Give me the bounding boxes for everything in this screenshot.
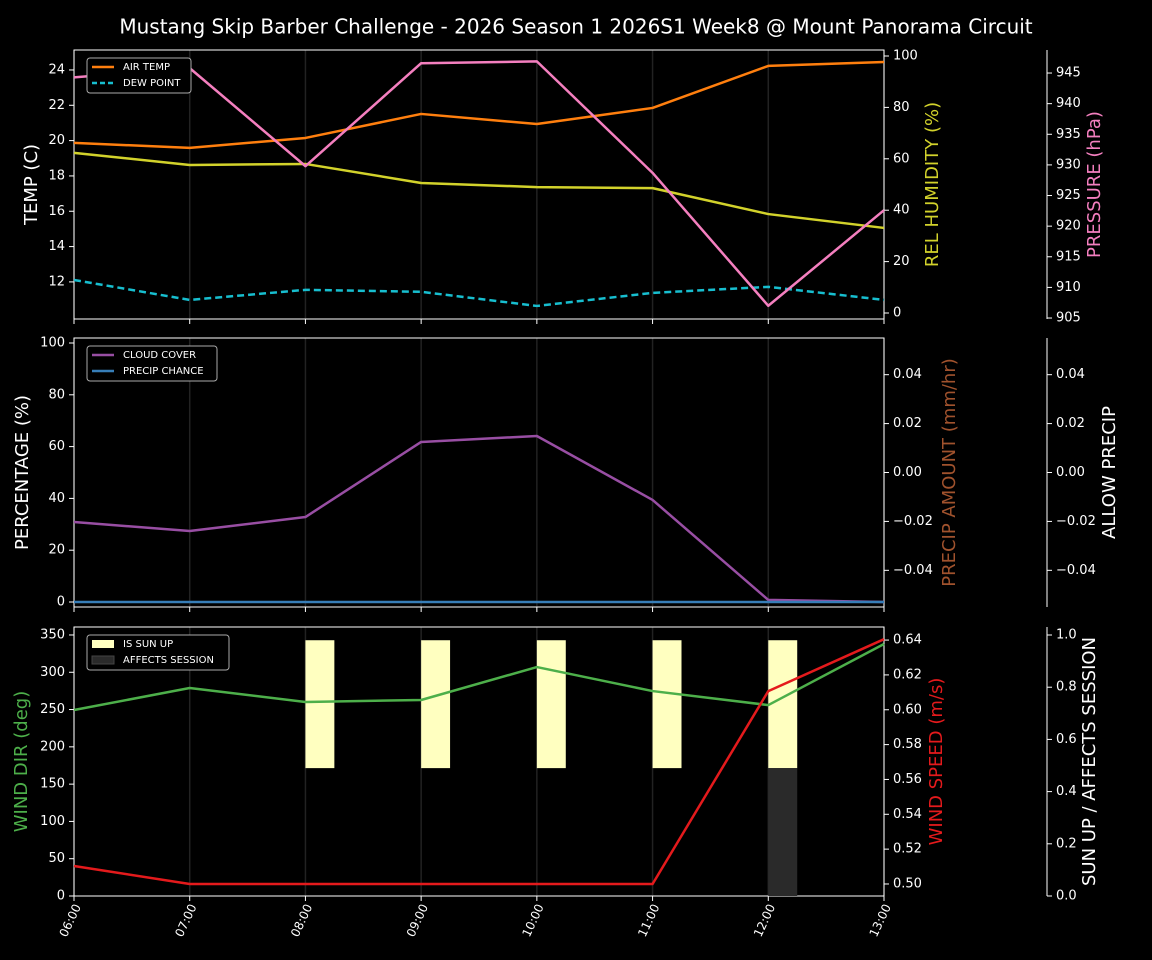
y2-axis-label: REL HUMIDITY (%) [922, 102, 943, 267]
y-tick-label: 60 [48, 439, 65, 454]
y3-tick-label: 940 [1056, 96, 1081, 111]
plot-frame [73, 49, 885, 320]
y3-axis-label: PRESSURE (hPa) [1084, 111, 1105, 258]
y-tick-label: 20 [48, 133, 65, 148]
y2-tick-label: 0.58 [893, 737, 922, 752]
y-tick-label: 22 [48, 98, 65, 113]
bar [536, 640, 566, 769]
legend-label: CLOUD COVER [123, 350, 196, 361]
y3-tick-label: 935 [1056, 127, 1081, 142]
y3-tick-label: 905 [1056, 311, 1081, 326]
y2-tick-label: −0.04 [893, 563, 933, 578]
y-tick-label: 12 [48, 274, 65, 289]
y3-tick-label: 0.02 [1056, 416, 1085, 431]
y-tick-label: 40 [48, 491, 65, 506]
legend-swatch [92, 640, 114, 648]
y2-tick-label: 0.50 [893, 876, 922, 891]
y2-tick-label: 40 [893, 203, 910, 218]
y2-tick-label: 0.64 [893, 633, 922, 648]
y2-tick-label: 100 [893, 48, 918, 63]
y3-tick-label: 0.00 [1056, 465, 1085, 480]
y-tick-label: 200 [40, 739, 65, 754]
y2-tick-label: 0.60 [893, 702, 922, 717]
y-tick-label: 0 [57, 595, 65, 610]
y2-tick-label: 80 [893, 100, 910, 115]
y-axis-label: WIND DIR (deg) [11, 691, 32, 833]
legend-box [86, 634, 230, 671]
y3-tick-label: 0.6 [1056, 732, 1077, 747]
legend-swatch [91, 655, 115, 665]
y-tick-label: 250 [40, 702, 65, 717]
series-line [73, 60, 885, 150]
y2-tick-label: 0.04 [893, 367, 922, 382]
legend-label: PRECIP CHANCE [123, 366, 204, 377]
legend-label: IS SUN UP [123, 639, 173, 650]
y-tick-label: 18 [48, 168, 65, 183]
y3-tick-label: 925 [1056, 188, 1081, 203]
y3-tick-label: 910 [1056, 280, 1081, 295]
y-tick-label: 80 [48, 387, 65, 402]
legend-label: AFFECTS SESSION [123, 655, 214, 666]
y-axis-label: PERCENTAGE (%) [12, 395, 33, 550]
y3-axis-label: SUN UP / AFFECTS SESSION [1079, 637, 1100, 886]
series-line [73, 151, 885, 230]
y-tick-label: 100 [40, 814, 65, 829]
legend-label: AIR TEMP [123, 62, 170, 73]
chart-title: Mustang Skip Barber Challenge - 2026 Sea… [119, 15, 1032, 39]
y3-tick-label: 1.0 [1056, 628, 1077, 643]
y-tick-label: 150 [40, 777, 65, 792]
bar [305, 640, 335, 769]
bar [768, 768, 798, 896]
y2-tick-label: 60 [893, 151, 910, 166]
plot-frame [73, 337, 885, 608]
series-line [73, 60, 885, 308]
y2-tick-label: −0.02 [893, 514, 933, 529]
y-tick-label: 16 [48, 204, 65, 219]
y-tick-label: 300 [40, 665, 65, 680]
y-axis-label: TEMP (C) [21, 144, 42, 226]
y-tick-label: 20 [48, 543, 65, 558]
plot-frame [73, 626, 885, 897]
y-tick-label: 14 [48, 239, 65, 254]
y-tick-label: 350 [40, 627, 65, 642]
y-tick-label: 24 [48, 62, 65, 77]
legend-box [86, 345, 218, 382]
y3-tick-label: 0.2 [1056, 836, 1077, 851]
bar [421, 640, 451, 769]
y3-axis-label: ALLOW PRECIP [1099, 406, 1120, 539]
y-tick-label: 0 [57, 889, 65, 904]
y2-tick-label: 20 [893, 254, 910, 269]
y3-tick-label: 0.8 [1056, 680, 1077, 695]
series-line [73, 642, 885, 712]
bar [652, 640, 682, 769]
y3-tick-label: 0.04 [1056, 367, 1085, 382]
legend-label: DEW POINT [123, 78, 181, 89]
y2-tick-label: 0.52 [893, 842, 922, 857]
series-line [73, 638, 885, 886]
y3-tick-label: 920 [1056, 219, 1081, 234]
y2-tick-label: 0.62 [893, 667, 922, 682]
series-line [73, 278, 885, 308]
y3-tick-label: 930 [1056, 157, 1081, 172]
y3-tick-label: 0.0 [1056, 889, 1077, 904]
y3-tick-label: 915 [1056, 249, 1081, 264]
series-line [73, 434, 885, 604]
y2-axis-label: WIND SPEED (m/s) [926, 678, 947, 846]
y2-tick-label: 0 [893, 306, 901, 321]
y2-tick-label: 0.00 [893, 465, 922, 480]
y3-tick-label: −0.04 [1056, 563, 1096, 578]
y-tick-label: 100 [40, 335, 65, 350]
y3-tick-label: 945 [1056, 66, 1081, 81]
bar [768, 640, 798, 769]
y2-tick-label: 0.02 [893, 416, 922, 431]
y2-tick-label: 0.56 [893, 772, 922, 787]
y2-axis-label: PRECIP AMOUNT (mm/hr) [939, 358, 960, 587]
y-tick-label: 50 [48, 851, 65, 866]
y3-tick-label: 0.4 [1056, 784, 1077, 799]
y2-tick-label: 0.54 [893, 807, 922, 822]
y3-tick-label: −0.02 [1056, 514, 1096, 529]
